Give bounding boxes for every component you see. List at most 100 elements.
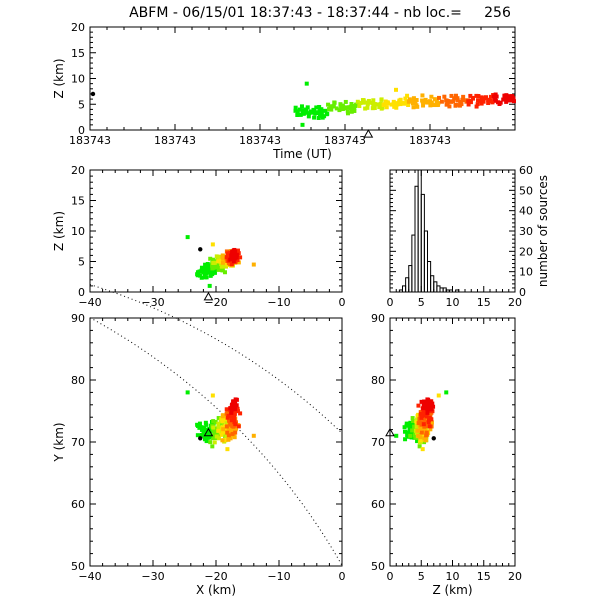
x-axis-title: Z (km): [432, 583, 472, 597]
source-point: [386, 101, 391, 106]
source-point: [413, 99, 418, 104]
source-point: [208, 440, 213, 445]
source-point: [426, 397, 431, 402]
source-point: [418, 435, 423, 440]
source-point: [229, 262, 234, 267]
station-triangle-marker: [203, 291, 214, 301]
y-tick-label: 15: [71, 47, 85, 60]
source-point: [421, 422, 426, 427]
source-point: [236, 260, 241, 265]
sources-plan-view: [185, 390, 256, 452]
source-point: [408, 423, 413, 428]
source-point: [212, 260, 217, 265]
source-point: [251, 433, 256, 438]
source-point: [468, 93, 473, 98]
source-point: [355, 99, 360, 104]
source-point: [199, 268, 204, 273]
source-point: [394, 433, 399, 438]
source-point: [349, 109, 354, 114]
source-point: [361, 98, 366, 103]
source-point: [431, 404, 436, 409]
source-point: [425, 400, 430, 405]
x-tick-label: −20: [204, 296, 227, 309]
source-point: [314, 110, 319, 115]
source-point: [234, 255, 239, 260]
source-point: [224, 264, 229, 269]
source-point: [363, 106, 368, 111]
source-point: [199, 265, 204, 270]
source-point: [437, 95, 442, 100]
source-point: [185, 390, 190, 395]
source-point: [379, 97, 384, 102]
source-point: [229, 429, 234, 434]
y-tick-label: 50: [371, 560, 385, 573]
source-point: [235, 258, 240, 263]
source-point: [297, 107, 302, 112]
source-point: [334, 106, 339, 111]
source-point: [226, 426, 231, 431]
source-point: [406, 99, 411, 104]
source-point: [411, 105, 416, 110]
source-point: [455, 96, 460, 101]
source-point: [381, 103, 386, 108]
source-point: [479, 95, 484, 100]
source-point: [225, 415, 230, 420]
panel-plan-view: −40 −30 −20 −10 0 50 60 70 80 90 X (km) Y (km): [52, 312, 346, 597]
source-point: [371, 98, 376, 103]
source-point: [227, 261, 232, 266]
source-point: [219, 432, 224, 437]
source-point: [391, 102, 396, 107]
source-point: [420, 98, 425, 103]
source-point: [421, 406, 426, 411]
x-tick-label: 0: [339, 296, 346, 309]
source-point: [232, 247, 237, 252]
source-point: [495, 100, 500, 105]
source-point: [481, 99, 486, 104]
source-point: [374, 102, 379, 107]
source-point: [203, 420, 208, 425]
source-point: [238, 255, 243, 260]
source-point: [319, 111, 324, 116]
source-point: [220, 419, 225, 424]
source-point: [197, 273, 202, 278]
source-point: [406, 102, 411, 107]
source-point: [503, 97, 508, 102]
source-point: [324, 112, 329, 117]
source-point: [420, 447, 425, 452]
source-point: [458, 99, 463, 104]
source-point: [448, 99, 453, 104]
source-point: [232, 250, 237, 255]
source-point: [337, 108, 342, 113]
source-point: [232, 420, 237, 425]
source-point: [410, 101, 415, 106]
source-point: [457, 103, 462, 108]
y-tick-label: 20: [71, 21, 85, 34]
source-point: [199, 275, 204, 280]
source-point: [428, 402, 433, 407]
source-point: [207, 283, 212, 288]
x-tick-label: 15: [477, 570, 491, 583]
panel-yz-projection: 0 5 10 15 20 50 60 70 80 90 Z (km): [371, 312, 522, 597]
source-point: [220, 267, 225, 272]
source-point: [423, 437, 428, 442]
source-point: [412, 424, 417, 429]
source-point: [216, 421, 221, 426]
panel-frame: [389, 317, 516, 567]
source-point: [295, 112, 300, 117]
x-tick-label: −20: [204, 570, 227, 583]
y-tick-label: 70: [71, 436, 85, 449]
source-point: [224, 255, 229, 260]
source-point: [231, 259, 236, 264]
source-point: [436, 393, 441, 398]
x-tick-label: 183743: [154, 134, 196, 147]
x-tick-label: 183743: [324, 134, 366, 147]
source-point: [318, 113, 323, 118]
x-axis-title: X (km): [196, 583, 236, 597]
source-point: [483, 95, 488, 100]
source-point: [453, 93, 458, 98]
source-point: [195, 423, 200, 428]
source-point: [235, 248, 240, 253]
x-tick-label: 15: [477, 296, 491, 309]
source-point: [426, 418, 431, 423]
